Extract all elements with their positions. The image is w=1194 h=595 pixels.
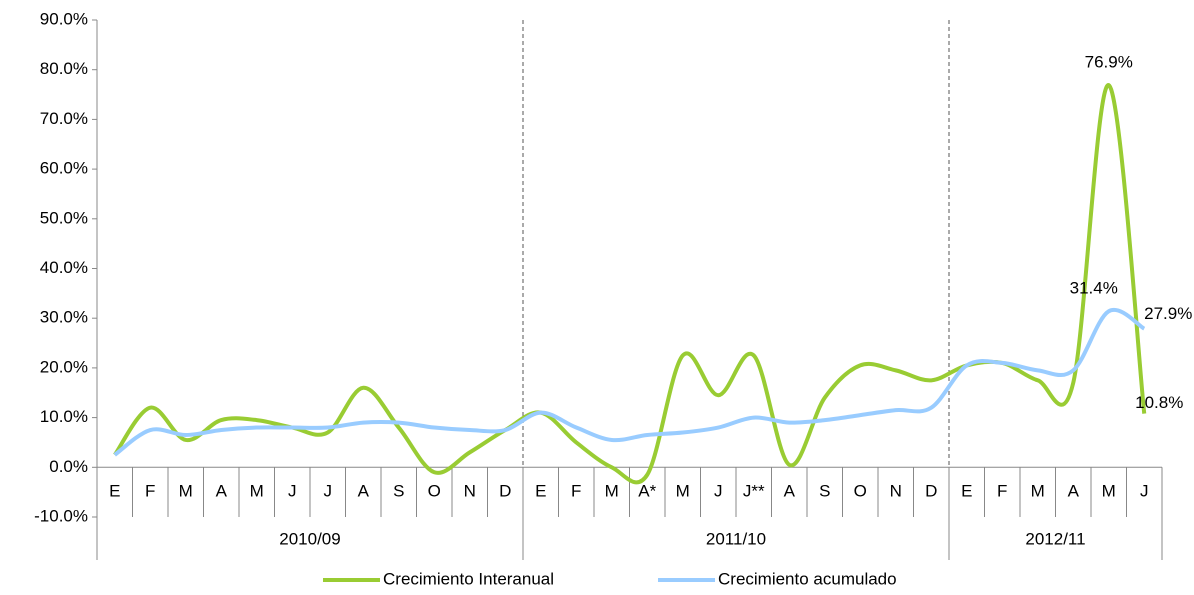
x-tick-label: M [1102, 482, 1116, 501]
x-tick-label: M [1031, 482, 1045, 501]
x-tick-label: O [428, 482, 441, 501]
x-tick-label: N [890, 482, 902, 501]
x-tick-label: F [145, 482, 155, 501]
y-tick-label: 40.0% [40, 258, 88, 277]
group-label: 2011/10 [706, 529, 766, 548]
x-tick-label: F [571, 482, 581, 501]
y-tick-label: 90.0% [40, 9, 88, 28]
x-tick-label: M [605, 482, 619, 501]
group-label: 2010/09 [279, 529, 340, 548]
y-tick-label: 80.0% [40, 59, 88, 78]
x-tick-label: O [854, 482, 867, 501]
x-tick-label: E [535, 482, 546, 501]
data-label: 10.8% [1135, 393, 1183, 412]
x-tick-label: E [961, 482, 972, 501]
group-label: 2012/11 [1025, 529, 1085, 548]
x-tick-label: M [179, 482, 193, 501]
y-tick-label: 20.0% [40, 357, 88, 376]
x-tick-label: M [676, 482, 690, 501]
y-tick-label: 30.0% [40, 308, 88, 327]
x-tick-label: J** [743, 482, 765, 501]
series-line [113, 83, 1147, 485]
y-tick-label: 60.0% [40, 159, 88, 178]
x-tick-label: A [784, 482, 796, 501]
x-tick-label: D [499, 482, 511, 501]
legend-label: Crecimiento Interanual [383, 569, 554, 588]
x-tick-label: F [997, 482, 1007, 501]
x-tick-label: A [216, 482, 228, 501]
x-tick-label: S [393, 482, 404, 501]
y-tick-label: 0.0% [49, 457, 88, 476]
x-tick-label: S [819, 482, 830, 501]
x-tick-label: J [714, 482, 723, 501]
x-tick-label: E [109, 482, 120, 501]
data-label: 27.9% [1144, 304, 1192, 323]
x-tick-label: M [250, 482, 264, 501]
data-label: 76.9% [1085, 53, 1133, 72]
y-tick-label: 70.0% [40, 109, 88, 128]
y-tick-label: -10.0% [34, 506, 88, 525]
x-tick-label: J [324, 482, 333, 501]
x-tick-label: N [464, 482, 476, 501]
x-tick-label: A [358, 482, 370, 501]
legend-label: Crecimiento acumulado [718, 569, 897, 588]
x-tick-label: J [288, 482, 297, 501]
x-tick-label: J [1140, 482, 1149, 501]
series-line [113, 307, 1146, 457]
y-tick-label: 10.0% [40, 407, 88, 426]
x-tick-label: D [925, 482, 937, 501]
data-label: 31.4% [1070, 279, 1118, 298]
x-tick-label: A* [638, 482, 656, 501]
y-tick-label: 50.0% [40, 208, 88, 227]
x-tick-label: A [1068, 482, 1080, 501]
